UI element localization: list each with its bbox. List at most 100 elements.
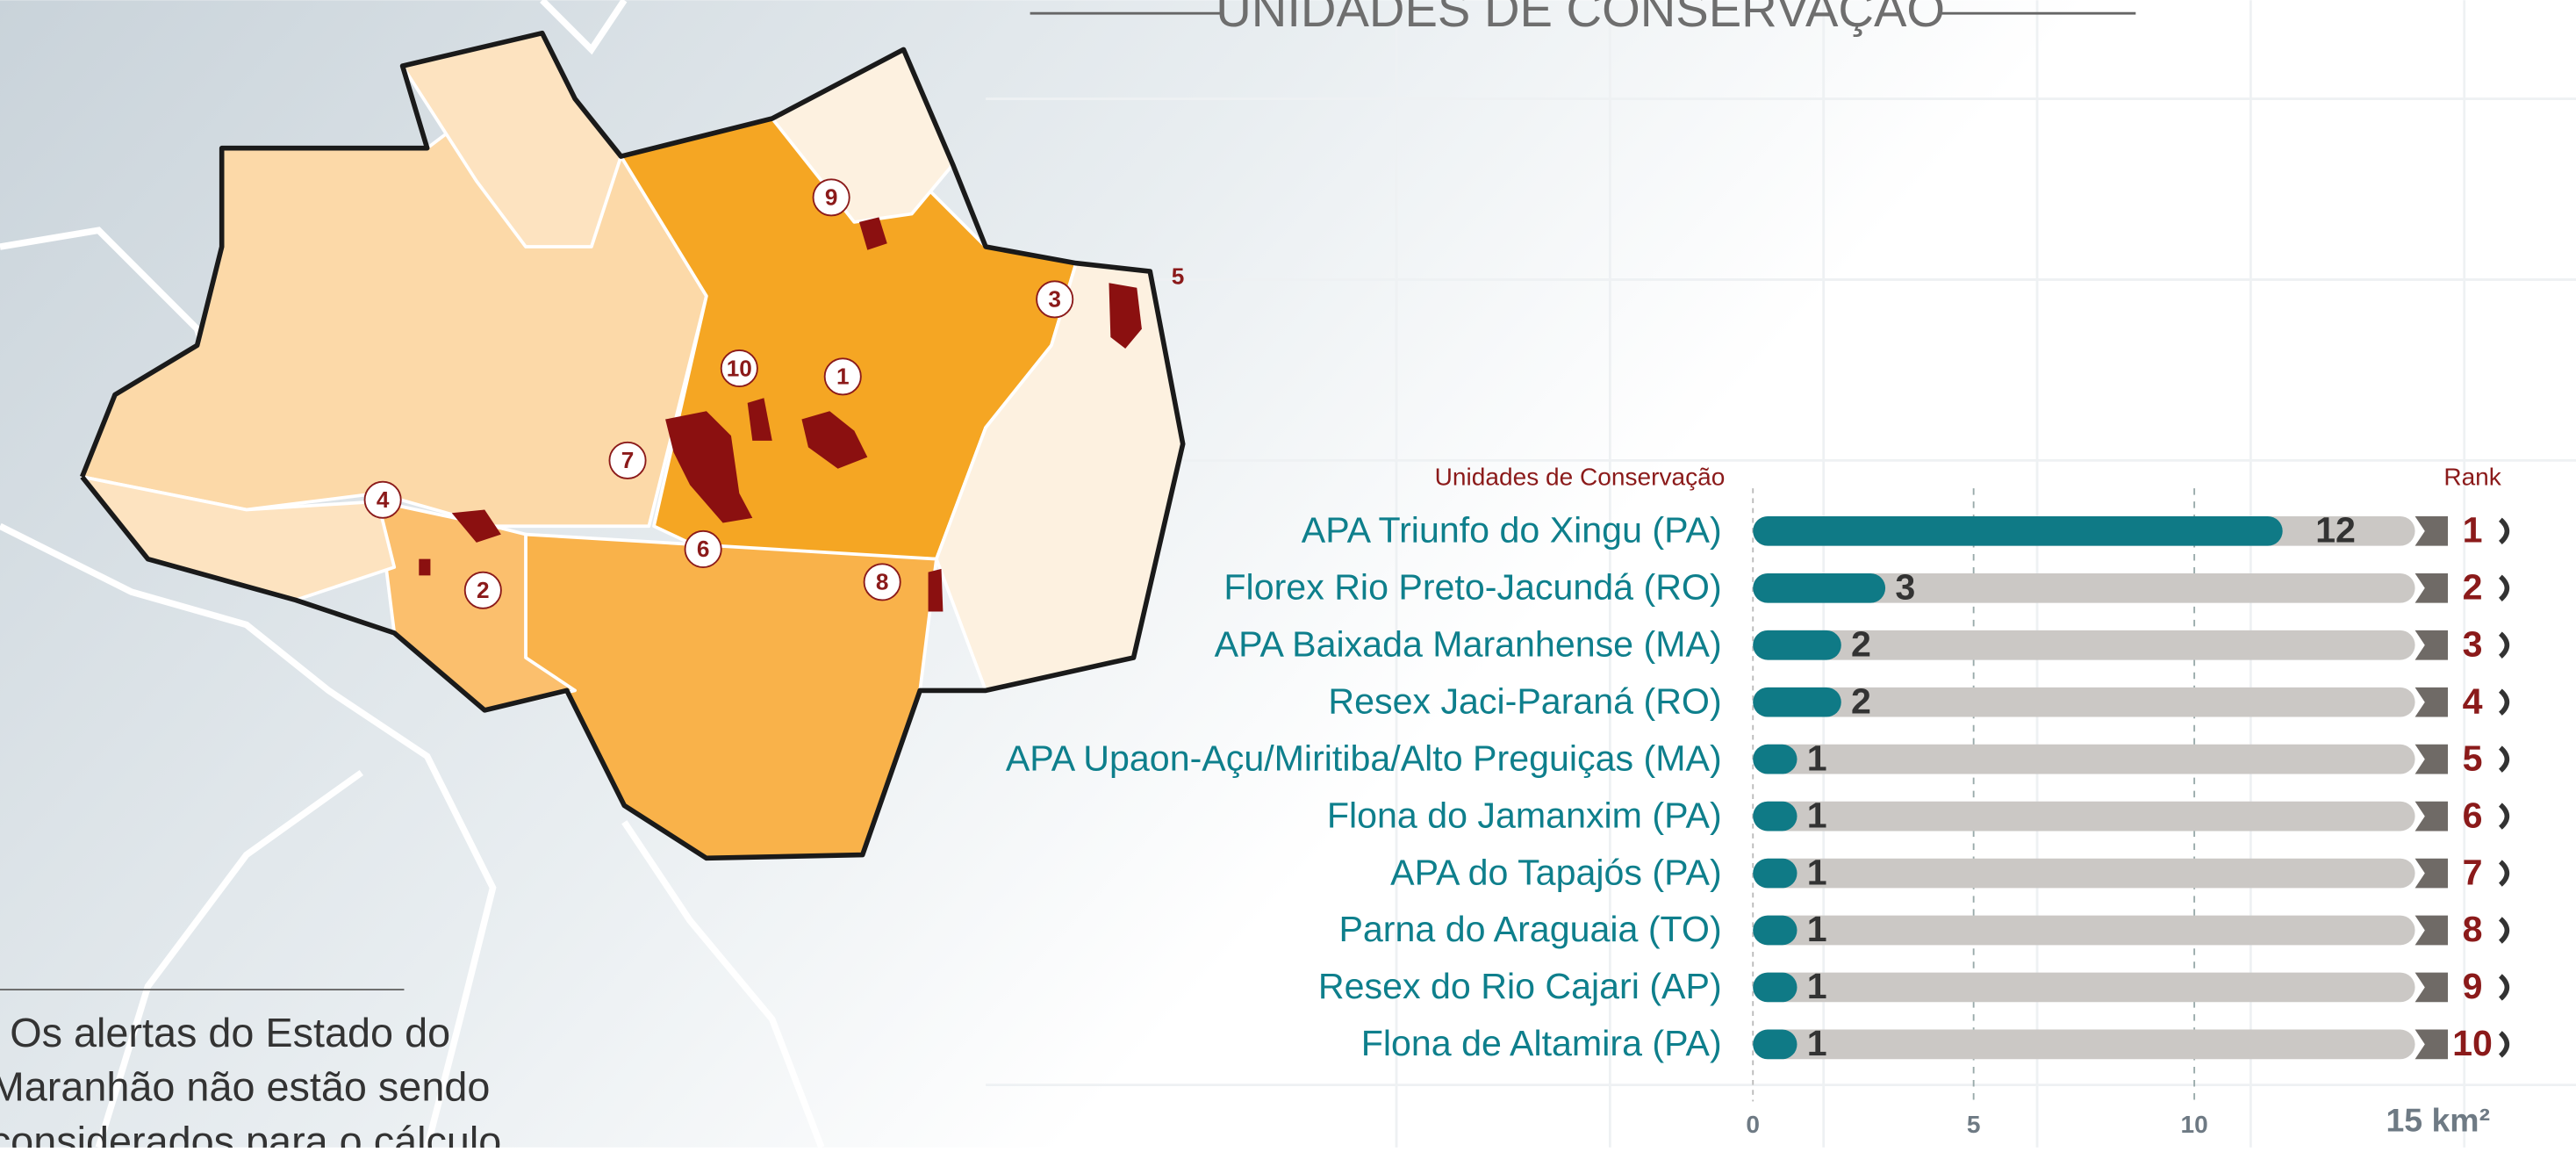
bar-track — [1753, 630, 2415, 660]
map-marker — [812, 178, 850, 217]
rank-tab — [2415, 515, 2448, 546]
note-text: Maranhão não estão sendo — [0, 1064, 490, 1110]
rank-chevron — [2498, 860, 2510, 887]
rank-tab — [2415, 972, 2448, 1003]
rank-tab — [2415, 630, 2448, 660]
column-header: Rank — [2443, 463, 2501, 490]
map-marker — [463, 571, 502, 609]
bar — [1753, 572, 1886, 603]
value-label: 1 — [1807, 795, 1827, 835]
map-marker — [684, 529, 722, 568]
bar-track — [1753, 687, 2415, 717]
x-tick-label: 0 — [1746, 1111, 1760, 1138]
map-outline — [79, 30, 1186, 861]
value-label: 1 — [1807, 966, 1827, 1006]
rank-chevron — [2498, 574, 2510, 601]
rank-label: 6 — [2463, 795, 2483, 835]
map-label: 8 — [876, 569, 889, 595]
rank-tab — [2415, 801, 2448, 832]
category-label: Resex Jaci-Paraná (RO) — [1328, 680, 1721, 721]
rank-label: 9 — [2463, 966, 2483, 1006]
value-label: 2 — [1851, 623, 1871, 664]
note-text: Os alertas do Estado do — [10, 1010, 450, 1055]
map-label: 9 — [825, 184, 838, 211]
rank-chevron — [2498, 745, 2510, 773]
map-marker — [823, 357, 862, 396]
rank-chevron — [2498, 974, 2510, 1001]
bar-track — [1753, 801, 2415, 832]
category-label: APA Triunfo do Xingu (PA) — [1302, 510, 1722, 551]
rank-label: 1 — [2463, 510, 2483, 551]
map-marker — [1036, 280, 1074, 319]
value-label: 2 — [1851, 680, 1871, 721]
map-label: 5 — [1172, 263, 1185, 289]
rank-label: 4 — [2463, 680, 2483, 721]
rank-label: 3 — [2463, 623, 2483, 664]
rank-label: 7 — [2463, 852, 2483, 892]
value-label: 1 — [1807, 738, 1827, 778]
bar — [1753, 515, 2283, 546]
rank-chevron — [2498, 631, 2510, 659]
protected-areas — [419, 217, 1142, 612]
bar-track — [1753, 1029, 2415, 1060]
column-header: Unidades de Conservação — [1435, 463, 1726, 490]
note-text: considerados para o cálculo — [0, 1118, 501, 1148]
value-label: 12 — [2315, 510, 2356, 551]
category-label: Flona de Altamira (PA) — [1361, 1023, 1722, 1063]
bar-track — [1753, 572, 2415, 603]
rank-label: 5 — [2463, 738, 2483, 778]
map-label: 6 — [697, 536, 710, 562]
map-marker — [863, 563, 901, 601]
x-tick-label: 5 — [1967, 1111, 1981, 1138]
map — [80, 31, 1185, 860]
rank-chevron — [2498, 688, 2510, 716]
x-tick-label: 10 — [2181, 1111, 2208, 1138]
rank-tab — [2415, 1029, 2448, 1060]
value-label: 1 — [1807, 909, 1827, 949]
rank-label: 10 — [2452, 1023, 2493, 1063]
bar — [1753, 744, 1797, 774]
category-label: APA Upaon-Açu/Miritiba/Alto Preguiças (M… — [1006, 738, 1722, 778]
map-marker — [720, 349, 758, 388]
rank-label: 2 — [2463, 567, 2483, 608]
bar — [1753, 687, 1841, 717]
map-label: 7 — [621, 447, 635, 473]
bar — [1753, 972, 1797, 1003]
category-label: APA Baixada Maranhense (MA) — [1215, 623, 1722, 664]
bar-track — [1753, 915, 2415, 946]
x-tick-label: 15 km² — [2386, 1102, 2490, 1139]
value-label: 1 — [1807, 852, 1827, 892]
map-label: 1 — [836, 364, 850, 390]
rank-tab — [2415, 687, 2448, 717]
bar-track — [1753, 972, 2415, 1003]
rank-chevron — [2498, 517, 2510, 545]
map-marker — [608, 441, 647, 479]
rank-chevron — [2498, 917, 2510, 944]
map-label: 2 — [477, 577, 490, 603]
map-label: 4 — [377, 486, 390, 513]
rank-tab — [2415, 572, 2448, 603]
map-marker — [363, 480, 402, 519]
category-label: Flona do Jamanxim (PA) — [1327, 795, 1722, 835]
map-label: 10 — [727, 355, 752, 381]
category-label: Florex Rio Preto-Jacundá (RO) — [1223, 567, 1721, 608]
rank-tab — [2415, 744, 2448, 774]
bar-track — [1753, 744, 2415, 774]
bar — [1753, 858, 1797, 889]
rank-tab — [2415, 858, 2448, 889]
rank-tab — [2415, 915, 2448, 946]
rank-chevron — [2498, 803, 2510, 830]
bar-track — [1753, 858, 2415, 889]
map-label: 3 — [1048, 286, 1061, 313]
bar — [1753, 1029, 1797, 1060]
category-label: Parna do Araguaia (TO) — [1338, 909, 1721, 949]
bar — [1753, 915, 1797, 946]
rank-chevron — [2498, 1031, 2510, 1058]
bar — [1753, 630, 1841, 660]
category-label: Resex do Rio Cajari (AP) — [1318, 966, 1722, 1006]
chart-title: UNIDADES DE CONSERVAÇÃO — [1216, 0, 1945, 37]
bar — [1753, 801, 1797, 832]
category-label: APA do Tapajós (PA) — [1390, 852, 1721, 892]
value-label: 3 — [1895, 567, 1915, 608]
